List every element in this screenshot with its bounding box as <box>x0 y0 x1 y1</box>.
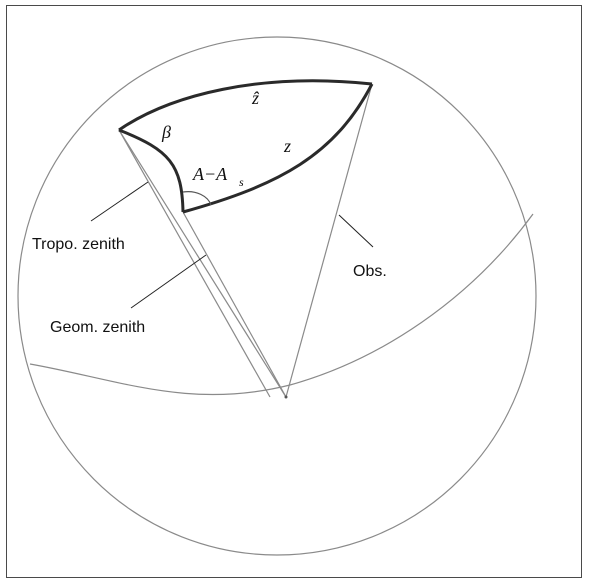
obs-line <box>285 83 373 398</box>
label-beta: β <box>161 122 171 142</box>
arc-z <box>182 83 374 214</box>
obs-leader <box>338 214 374 248</box>
tropo-zenith-line <box>118 129 287 398</box>
tropo-leader <box>90 181 149 222</box>
geom-zenith-line <box>182 211 287 398</box>
label-angle-sub: s <box>239 175 244 189</box>
observer-point <box>284 395 288 399</box>
arc-beta <box>118 128 185 213</box>
label-angle: A−A <box>192 164 228 184</box>
label-zhat: ẑ <box>251 88 260 108</box>
celestial-sphere <box>17 36 537 556</box>
horizon-curve <box>29 213 534 396</box>
label-tropo-zenith: Tropo. zenith <box>32 236 125 253</box>
geom-leader <box>130 254 207 309</box>
label-z: z <box>283 136 291 156</box>
diagram-frame <box>6 5 582 578</box>
arc-z-hat <box>118 79 373 132</box>
label-obs: Obs. <box>353 263 387 280</box>
label-geom-zenith: Geom. zenith <box>50 319 145 336</box>
angle-arc <box>182 191 212 206</box>
